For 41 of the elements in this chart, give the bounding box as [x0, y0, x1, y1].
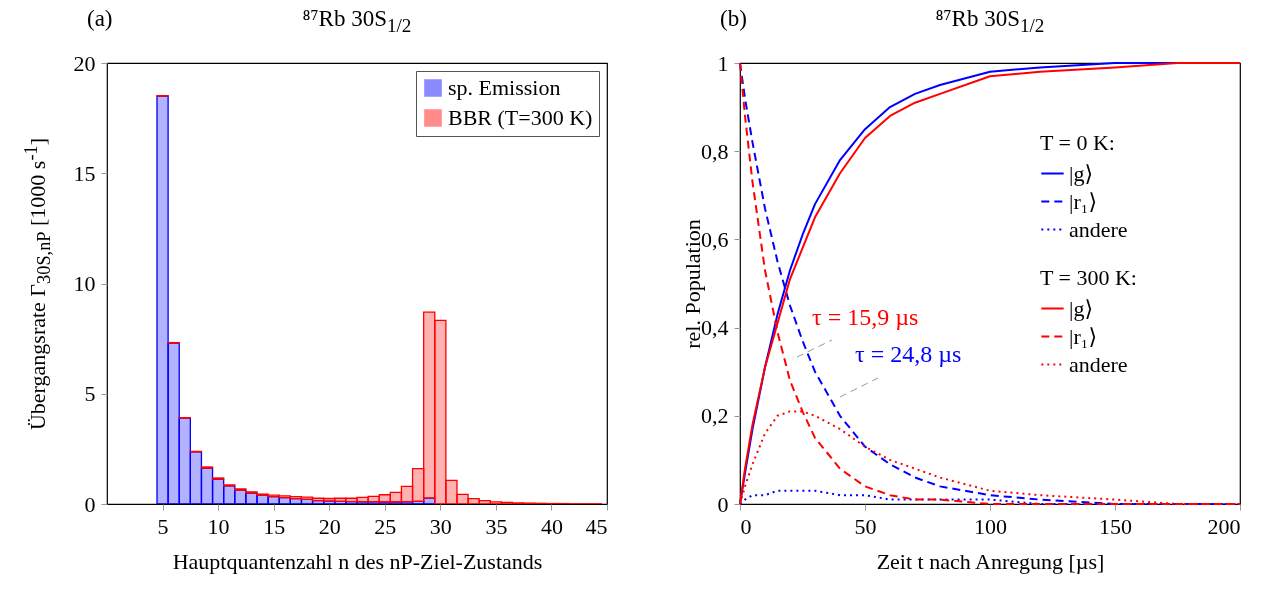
legend-label: andere	[1069, 351, 1128, 377]
x-tick-label: 45	[585, 513, 608, 539]
x-tick-label: 35	[485, 513, 508, 539]
y-tick-label: 15	[73, 160, 96, 186]
annotation: τ = 15,9 µs	[812, 304, 919, 330]
x-tick-label: 100	[974, 513, 1007, 539]
text: (a)	[87, 6, 113, 32]
x-tick-label: 20	[318, 513, 341, 539]
legend-label: |r₁⟩	[1069, 323, 1097, 349]
y-tick-label: 20	[73, 50, 96, 76]
x-tick-label: 15	[263, 513, 286, 539]
annotation: τ = 24,8 µs	[855, 341, 962, 367]
legend-label: |g⟩	[1069, 295, 1093, 321]
annotation: T = 300 K:	[1040, 265, 1137, 290]
x-tick-label: 30	[429, 513, 452, 539]
y-tick-label: 0	[84, 491, 96, 517]
x-tick-label: 200	[1207, 513, 1241, 539]
legend-label: |g⟩	[1069, 160, 1093, 186]
x-tick-label: 50	[854, 513, 877, 539]
legend-label: BBR (T=300 K)	[448, 105, 593, 130]
x-tick-label: 5	[157, 513, 169, 539]
x-tick-label: 150	[1099, 513, 1132, 539]
y-tick-label: 10	[73, 271, 96, 296]
y-tick-label: 0,8	[701, 138, 729, 164]
y-tick-label: 1	[717, 50, 729, 76]
x-axis-title: Hauptquantenzahl n des nP-Ziel-Zustands	[172, 548, 543, 574]
x-tick-label: 0	[740, 513, 752, 539]
chart-title: ⁸⁷Rb 30S$_{1/2}$	[935, 6, 1045, 36]
text: (b)	[720, 6, 747, 32]
legend-label: |r₁⟩	[1069, 188, 1097, 214]
legend-label: andere	[1069, 216, 1128, 242]
x-axis-title: Zeit t nach Anregung [µs]	[876, 548, 1105, 574]
y-tick-label: 5	[84, 381, 96, 407]
y-tick-label: 0	[717, 491, 729, 517]
annotation: T = 0 K:	[1040, 130, 1115, 155]
x-tick-label: 25	[374, 513, 397, 539]
legend-label: sp. Emission	[448, 75, 561, 100]
chart-title: ⁸⁷Rb 30S$_{1/2}$	[302, 6, 412, 36]
x-tick-label: 10	[207, 513, 230, 539]
y-tick-label: 0,2	[701, 403, 729, 429]
x-tick-label: 40	[540, 513, 563, 539]
